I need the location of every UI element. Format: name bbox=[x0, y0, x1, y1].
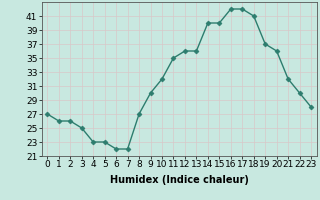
X-axis label: Humidex (Indice chaleur): Humidex (Indice chaleur) bbox=[110, 175, 249, 185]
